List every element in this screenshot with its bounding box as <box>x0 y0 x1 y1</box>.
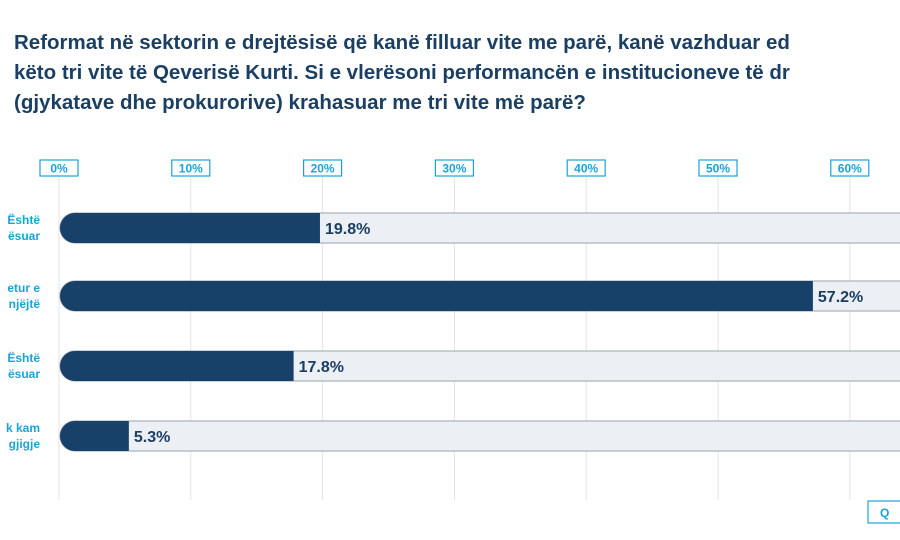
title-line-1: Reformat në sektorin e drejtësisë që kan… <box>14 31 790 54</box>
data-label: 5.3% <box>134 429 170 446</box>
category-labels: Është ësuar etur e njëjtë Është ësuar k kam gji… <box>6 212 40 451</box>
category-label: gjigje <box>9 437 41 451</box>
title-line-2: këto tri vite të Qeverisë Kurti. Si e vl… <box>14 61 790 84</box>
chart-title: Reformat në sektorin e drejtësisë që kan… <box>14 28 900 118</box>
data-label: 19.8% <box>325 221 370 238</box>
category-label: ësuar <box>8 367 40 381</box>
data-label: 57.2% <box>818 289 863 306</box>
x-tick: 10% <box>171 159 211 177</box>
category-label: ësuar <box>8 229 40 243</box>
x-tick-label: 0% <box>50 162 68 176</box>
x-tick-box <box>303 159 343 177</box>
x-tick: 20% <box>303 159 343 177</box>
x-tick-box <box>566 159 606 177</box>
title-line-3: (gjykatave dhe prokurorive) krahasuar me… <box>14 91 586 114</box>
bar <box>60 281 813 311</box>
x-tick-label: 60% <box>838 162 862 176</box>
bar <box>60 421 129 451</box>
bar <box>60 213 320 243</box>
x-tick: 0% <box>39 159 79 177</box>
x-tick-box <box>171 159 211 177</box>
x-tick-box <box>830 159 870 177</box>
x-axis-ticks: 0% 10% 20% 30% 40% 50% 60% <box>39 159 870 177</box>
x-tick-box <box>434 159 474 177</box>
x-tick: 50% <box>698 159 738 177</box>
x-tick-label: 20% <box>311 162 335 176</box>
x-tick-label: 50% <box>706 162 730 176</box>
category-label: Është <box>7 212 40 227</box>
x-tick-label: 30% <box>442 162 466 176</box>
category-label: k kam <box>6 421 40 435</box>
x-tick: 60% <box>830 159 870 177</box>
bar-background <box>59 420 900 452</box>
x-tick: 30% <box>434 159 474 177</box>
corner-badge: Q <box>867 500 900 524</box>
bars: 19.8% 57.2% 17.8% 5.3% <box>59 212 900 452</box>
data-label: 17.8% <box>299 359 344 376</box>
x-tick-label: 10% <box>179 162 203 176</box>
x-tick-box <box>698 159 738 177</box>
x-tick: 40% <box>566 159 606 177</box>
category-label: njëjtë <box>9 297 41 311</box>
corner-label: Q <box>880 506 889 520</box>
bar <box>60 351 294 381</box>
corner-box <box>867 500 900 524</box>
x-tick-label: 40% <box>574 162 598 176</box>
category-label: Është <box>7 350 40 365</box>
x-tick-box <box>39 159 79 177</box>
category-label: etur e <box>7 281 40 295</box>
